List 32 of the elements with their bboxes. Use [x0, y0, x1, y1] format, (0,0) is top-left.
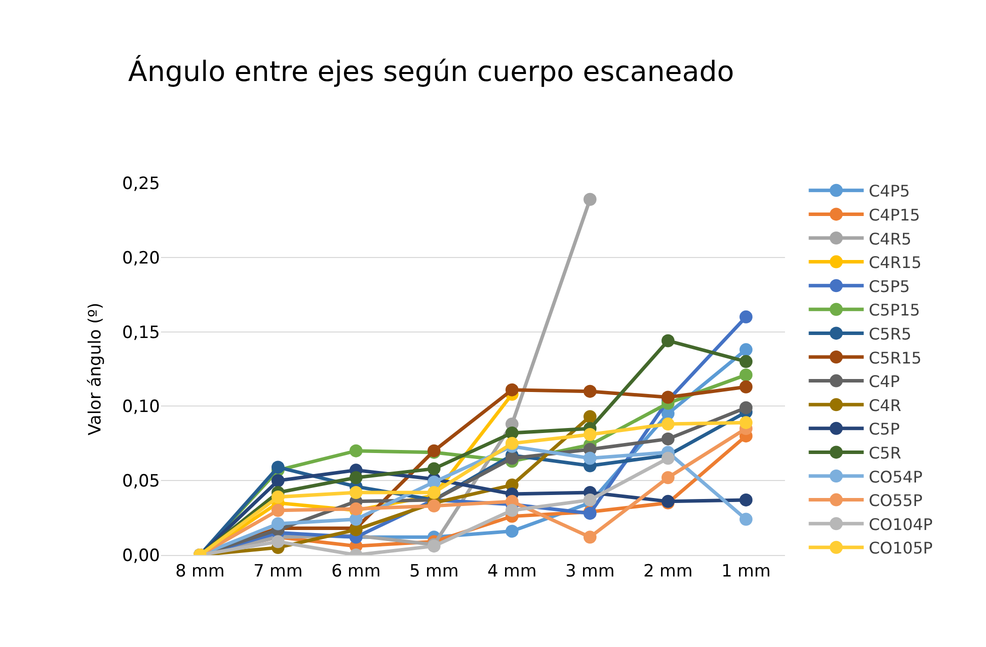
x-tick-label: 3 mm — [565, 561, 615, 582]
x-tick-label: 8 mm — [175, 561, 225, 582]
legend-label: C4P15 — [868, 205, 920, 224]
legend-label: C5P15 — [868, 300, 920, 320]
legend-label: C4R5 — [868, 229, 912, 248]
chart-title: Ángulo entre ejes según cuerpo escaneado — [128, 54, 734, 88]
x-tick-label: 2 mm — [643, 561, 693, 582]
y-tick-label: 0,05 — [122, 472, 160, 492]
legend-label: C4R — [868, 396, 902, 415]
y-tick-label: 0,25 — [122, 174, 160, 194]
legend-label: CO104P — [868, 514, 934, 534]
x-tick-label: 6 mm — [331, 561, 381, 582]
x-tick-label: 5 mm — [409, 561, 459, 582]
legend-label: CO105P — [868, 538, 934, 558]
x-tick-label: 7 mm — [253, 561, 303, 582]
legend-label: C5P5 — [868, 276, 910, 296]
legend-label: CO54P — [868, 467, 923, 486]
y-tick-label: 0,15 — [122, 322, 160, 343]
legend-label: C4P — [868, 372, 900, 392]
x-tick-label: 1 mm — [721, 561, 771, 582]
legend-label: C5R5 — [868, 324, 912, 344]
y-axis-title: Valor ángulo (º) — [86, 302, 106, 436]
legend-label: CO55P — [868, 491, 923, 510]
y-tick-label: 0,20 — [122, 248, 160, 268]
legend-label: C5R — [868, 443, 902, 462]
legend-label: C4R15 — [868, 253, 922, 272]
legend-label: C4P5 — [868, 182, 910, 201]
y-tick-label: 0,00 — [122, 546, 160, 566]
legend-label: C5R15 — [868, 348, 922, 368]
x-tick-label: 4 mm — [487, 561, 537, 582]
y-tick-label: 0,10 — [122, 397, 160, 418]
legend-label: C5P — [868, 420, 900, 439]
